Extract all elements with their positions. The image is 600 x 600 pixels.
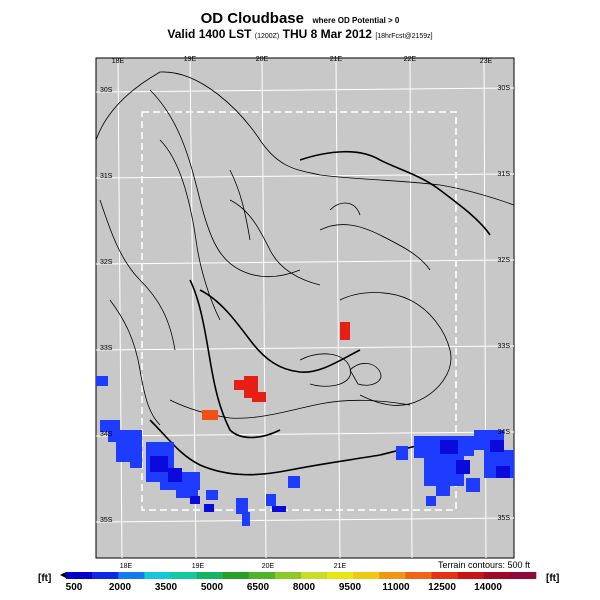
cloudbase-cells-west-deep [150,456,286,512]
colorbar-segment [196,572,223,579]
colorbar-tick-label: 500 [65,582,83,593]
lon-label-top-4: 22E [404,56,417,63]
contour-northeast [299,150,491,236]
lon-labels-top: 18E 19E 20E 21E 22E 23E [112,56,493,65]
colorbar-segment [327,572,354,579]
terrain-note: Terrain contours: 500 ft [437,560,530,570]
lon-label-bottom-3: 21E [334,563,347,570]
contour-ridge-north [229,169,251,241]
colorbar-segment [92,572,119,579]
colorbar-left-arrow [60,572,66,578]
lat-label-left-5: 35S [100,517,113,524]
contour-ridge-2 [159,139,221,321]
lat-label-right-1: 31S [498,171,511,178]
colorbar-segment [66,572,93,579]
lat-label-right-2: 32S [498,257,511,264]
lat-labels-right: 30S 31S 32S 33S 34S 35S [498,85,511,522]
lon-labels-bottom: 18E 19E 20E 21E [120,563,347,570]
contour-east-inner-2 [299,353,351,387]
colorbar-tick-label: 9500 [338,582,362,593]
lon-label-bottom-2: 20E [262,563,275,570]
lon-label-top-5: 23E [480,58,493,65]
lat-label-left-4: 34S [100,431,113,438]
colorbar-tick-label: 12500 [428,582,456,593]
colorbar-segment [405,572,432,579]
lat-label-right-5: 35S [498,515,511,522]
lat-label-right-0: 30S [498,85,511,92]
valid-date: THU 8 Mar 2012 [282,27,372,41]
colorbar-segment [431,572,458,579]
colorbar-segment [301,572,328,579]
contour-thick-2 [199,289,361,373]
lat-label-left-2: 32S [100,259,113,266]
colorbar-segment [483,572,511,579]
lat-label-right-4: 34S [498,429,511,436]
graticule [95,59,515,559]
colorbar-segment [274,572,302,579]
colorbar-segment [379,572,406,579]
colorbar-tick-label: 8000 [292,582,316,593]
colorbar-segment [248,572,276,579]
terrain-contours [95,71,515,476]
valid-prefix: Valid 1400 LST [167,27,252,41]
lat-label-left-1: 31S [100,173,113,180]
lon-label-bottom-1: 19E [192,563,205,570]
colorbar-unit-right: [ft] [546,573,560,584]
colorbar-unit-left: [ft] [38,573,52,584]
contour-east-inner [349,363,382,386]
lat-label-left-0: 30S [100,87,113,94]
contour-outer-east [95,71,515,206]
valid-time: Valid 1400 LST (1200Z) THU 8 Mar 2012 [1… [0,27,600,41]
colorbar-tick-label: 3500 [154,582,178,593]
colorbar-segment [144,572,171,579]
inner-domain-box [141,111,457,511]
forecast-info: [18hrFcst@2159z] [375,33,433,40]
lat-labels-left: 30S 31S 32S 33S 34S 35S [100,87,113,524]
lat-label-left-3: 33S [100,345,113,352]
contour-west-2 [109,299,161,426]
contour-interior-2 [319,224,431,271]
lon-label-top-3: 21E [330,56,343,63]
lon-label-top-1: 19E [184,56,197,63]
colorbar-segment [509,572,537,579]
contour-north-small [329,202,361,216]
title-main: OD Cloudbase [200,10,304,27]
contour-east-mass [339,292,452,406]
colorbar-segment [118,572,145,579]
colorbar-segment [222,572,250,579]
lat-label-right-3: 33S [498,343,511,350]
colorbar-segment [457,572,485,579]
colorbar-ticks: 500 2000 3500 5000 6500 8000 9500 11000 12500 140… [60,582,540,596]
contour-west-1 [99,199,176,351]
contour-interior-1 [229,199,321,286]
colorbar-tick-label: 5000 [200,582,224,593]
cloudbase-cells-east-deep [440,440,510,478]
map-title: OD Cloudbase where OD Potential > 0 [0,10,600,28]
contour-thick-1 [189,279,281,439]
colorbar-tick-label: 6500 [246,582,270,593]
lon-label-bottom-0: 18E [120,563,133,570]
colorbar-segment [170,572,197,579]
colorbar [66,572,537,579]
title-note: where OD Potential > 0 [312,16,400,25]
valid-code: (1200Z) [254,33,280,40]
lon-label-top-0: 18E [112,58,125,65]
colorbar-tick-label: 11000 [382,582,410,593]
contour-central-ridge [149,89,301,278]
cloudbase-cells-high [202,322,350,420]
lon-label-top-2: 20E [256,56,269,63]
colorbar-tick-label: 2000 [108,582,132,593]
colorbar-segment [353,572,380,579]
colorbar-tick-label: 14000 [474,582,502,593]
